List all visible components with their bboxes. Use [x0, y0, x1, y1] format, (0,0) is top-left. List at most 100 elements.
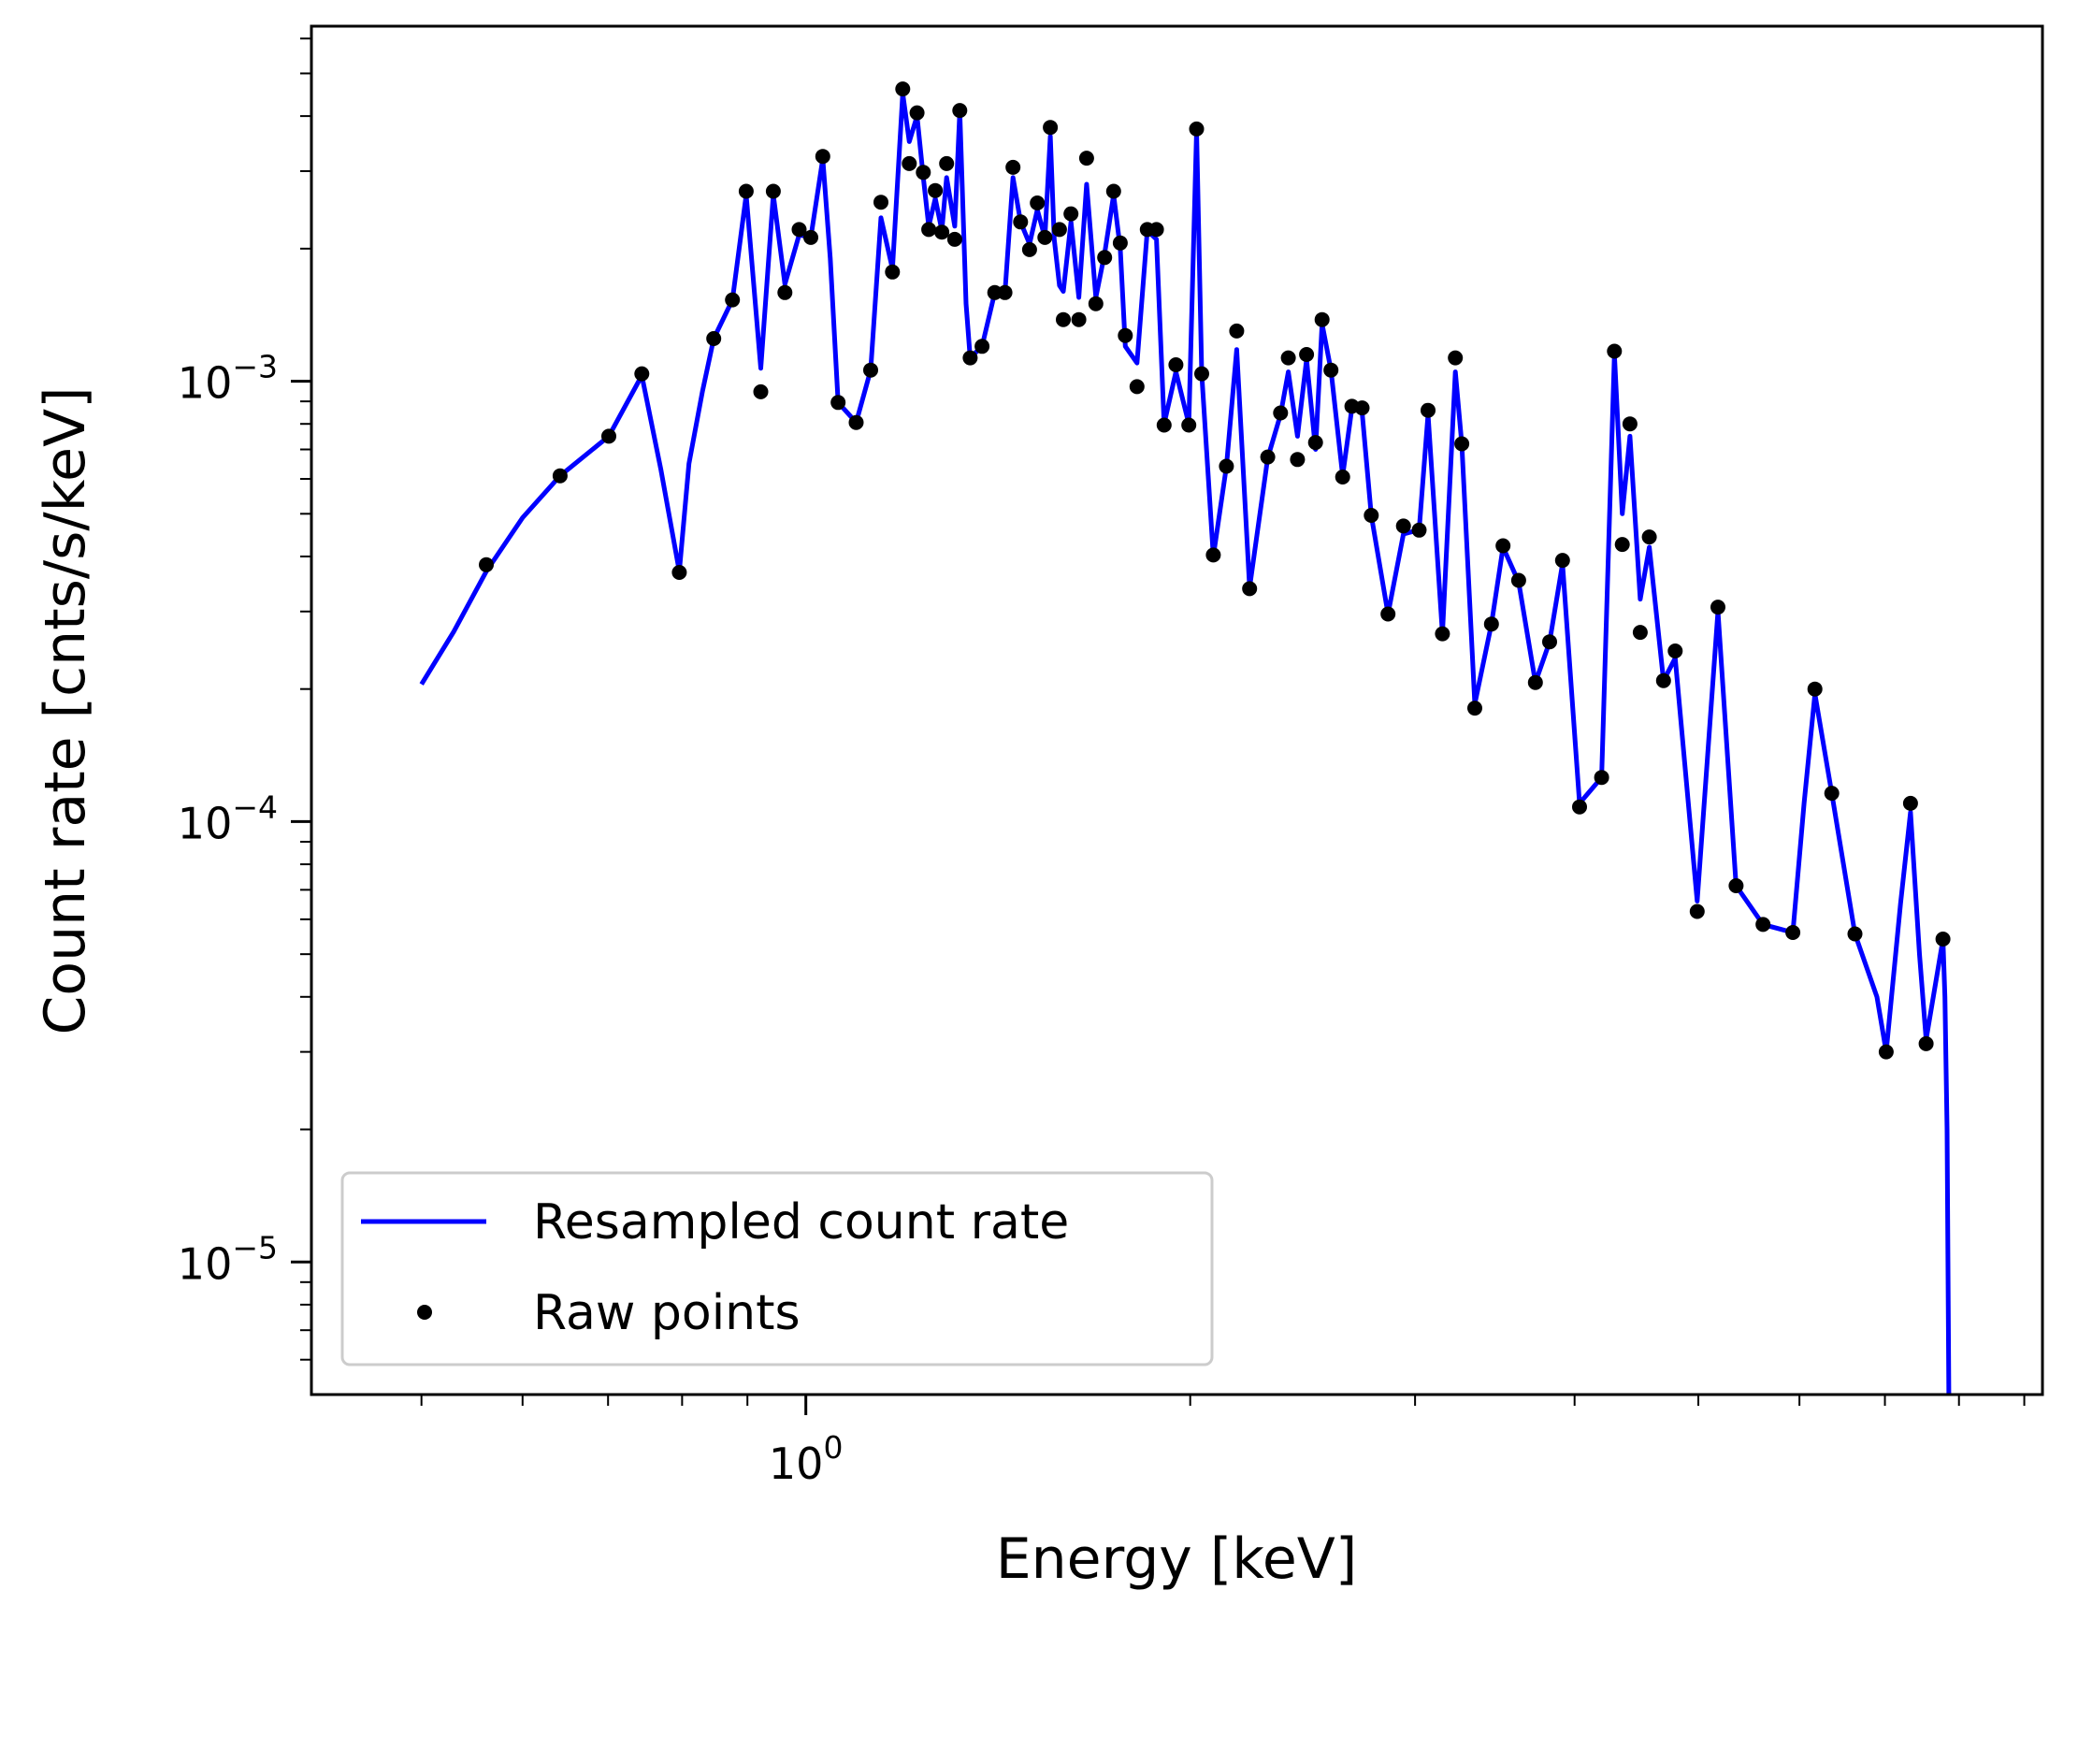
- raw-point: [777, 284, 793, 300]
- raw-point: [1129, 379, 1145, 395]
- axes-frame: [310, 24, 2044, 1396]
- raw-point: [1194, 366, 1209, 382]
- line-layer: [419, 91, 1952, 1395]
- y-axis-label: Count rate [cnts/s/keV]: [33, 386, 98, 1034]
- raw-point: [974, 339, 990, 354]
- y-axis-ticks: [291, 37, 311, 1361]
- raw-point: [1411, 522, 1427, 538]
- raw-point: [885, 264, 901, 280]
- raw-point: [1056, 311, 1071, 327]
- raw-point: [997, 284, 1013, 300]
- raw-point: [934, 224, 950, 240]
- raw-point: [803, 229, 818, 245]
- raw-point: [1594, 770, 1609, 786]
- raw-point: [1847, 926, 1863, 942]
- raw-point: [1607, 343, 1623, 359]
- raw-point: [1710, 600, 1725, 615]
- raw-point: [1755, 917, 1771, 933]
- raw-point: [1229, 323, 1245, 339]
- raw-point: [1483, 616, 1499, 632]
- raw-point: [1189, 121, 1205, 137]
- raw-point: [1051, 222, 1067, 238]
- raw-point: [1323, 362, 1339, 378]
- legend-label-raw: Raw points: [533, 1285, 801, 1341]
- raw-point: [1785, 925, 1801, 940]
- raw-point: [1043, 120, 1059, 136]
- raw-point: [552, 468, 568, 484]
- raw-point: [1071, 311, 1087, 327]
- raw-point: [1824, 786, 1840, 802]
- series-line-resampled-count-rate: [419, 91, 1952, 1395]
- raw-point: [1290, 452, 1306, 468]
- raw-point: [1088, 296, 1104, 311]
- raw-point: [848, 414, 864, 430]
- raw-point: [1467, 701, 1482, 716]
- raw-point: [863, 362, 878, 378]
- raw-point: [921, 222, 937, 238]
- raw-point: [1242, 581, 1258, 597]
- raw-point: [946, 231, 962, 247]
- raw-point: [1622, 416, 1638, 432]
- raw-point: [1005, 159, 1021, 175]
- raw-point: [873, 195, 888, 210]
- raw-point: [1454, 436, 1470, 452]
- raw-point: [1510, 572, 1526, 588]
- raw-point: [1527, 674, 1543, 690]
- raw-point: [1554, 553, 1570, 569]
- raw-point: [1063, 206, 1079, 222]
- x-tick-label: 100: [769, 1429, 844, 1489]
- raw-point: [1918, 1035, 1934, 1051]
- raw-point: [1614, 537, 1630, 553]
- raw-point: [706, 331, 722, 346]
- legend-dot-swatch: [417, 1305, 432, 1320]
- raw-point: [1314, 311, 1330, 327]
- raw-point: [1495, 538, 1511, 554]
- raw-point: [1260, 449, 1276, 465]
- raw-point: [601, 428, 616, 444]
- raw-point: [939, 155, 955, 171]
- raw-point: [765, 183, 781, 199]
- legend-label-resampled: Resampled count rate: [533, 1194, 1069, 1251]
- raw-point: [830, 395, 846, 411]
- raw-point: [725, 292, 741, 308]
- x-axis-label: Energy [keV]: [996, 1526, 1358, 1592]
- raw-point: [1435, 626, 1450, 642]
- raw-point: [1728, 878, 1744, 893]
- raw-point: [1395, 518, 1411, 534]
- raw-point: [1380, 606, 1396, 622]
- raw-point: [1335, 470, 1350, 484]
- raw-point: [916, 165, 931, 181]
- raw-point: [1078, 151, 1094, 166]
- raw-point: [1030, 195, 1046, 210]
- raw-point: [1421, 402, 1436, 418]
- raw-point: [1097, 250, 1113, 266]
- raw-point: [671, 565, 687, 580]
- y-tick-label: 10−5: [178, 1229, 278, 1289]
- raw-point: [1118, 327, 1133, 343]
- raw-point: [1307, 435, 1323, 451]
- raw-point: [1299, 347, 1315, 362]
- raw-point: [895, 81, 911, 97]
- raw-point: [1902, 795, 1918, 811]
- raw-point: [1219, 458, 1234, 474]
- legend-frame: [340, 1171, 1214, 1366]
- raw-point: [1807, 681, 1823, 697]
- raw-point: [909, 105, 925, 121]
- raw-point: [1205, 547, 1221, 563]
- raw-point: [1542, 634, 1557, 650]
- raw-point: [1156, 417, 1172, 433]
- y-tick-label: 10−3: [178, 349, 278, 409]
- raw-point: [1354, 400, 1370, 416]
- raw-point: [1280, 350, 1296, 366]
- raw-point: [1273, 405, 1289, 421]
- y-tick-label: 10−4: [178, 788, 278, 848]
- raw-point: [902, 155, 917, 171]
- plot-area: [419, 81, 1952, 1395]
- raw-point: [1572, 799, 1587, 815]
- raw-point: [1168, 357, 1184, 372]
- raw-point: [1148, 222, 1164, 238]
- x-axis-ticks: [420, 1395, 2026, 1415]
- raw-point: [962, 350, 978, 366]
- raw-point: [815, 149, 830, 165]
